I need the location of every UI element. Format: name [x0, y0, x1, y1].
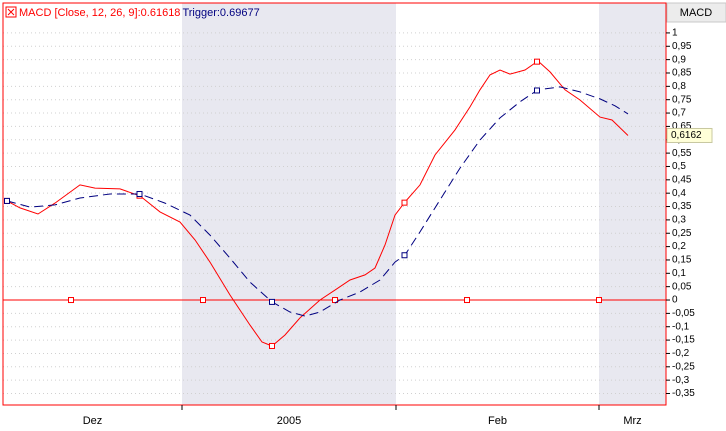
line-marker — [534, 58, 540, 65]
y-tick-label: 0,9 — [672, 54, 686, 65]
y-tick-label: 0,85 — [672, 68, 692, 79]
x-tick-label: Dez — [83, 415, 103, 427]
zero-marker — [464, 297, 470, 304]
shaded-band — [599, 3, 666, 405]
y-tick-label: 1 — [672, 28, 678, 39]
bands — [182, 3, 666, 405]
line-marker — [4, 197, 10, 204]
y-tick-label: 0,8 — [672, 81, 686, 92]
axis: Dez 2005 Feb Mrz10,950,90,850,80,750,70,650… — [83, 28, 713, 427]
y-tick-label: 0,4 — [672, 188, 686, 199]
line-marker — [136, 190, 143, 197]
legend-entry: Trigger:0.69677 — [182, 7, 259, 19]
y-tick-label: -0,1 — [672, 321, 690, 332]
y-tick-label: 0 — [672, 295, 678, 306]
y-tick-label: -0,25 — [672, 361, 695, 372]
legend-icon-cross — [7, 8, 15, 16]
y-tick-label: 0,75 — [672, 94, 692, 105]
line-marker — [401, 199, 408, 206]
y-tick-label: 0,65 — [672, 121, 692, 132]
y-tick-label: -0,35 — [672, 388, 695, 399]
y-tick-label: 0,3 — [672, 215, 686, 226]
x-tick-label: Mrz — [623, 415, 641, 427]
line-marker — [534, 87, 540, 94]
x-tick-label: 2005 — [277, 415, 301, 427]
y-tick-label: 0,2 — [672, 241, 686, 252]
y-tick-label: -0,3 — [672, 375, 690, 386]
y-tick-label: 0,15 — [672, 255, 692, 266]
plot-border — [2, 2, 667, 406]
axis-title: MACD — [680, 7, 712, 19]
y-tick-label: 0,35 — [672, 201, 692, 212]
y-tick-label: 0,05 — [672, 281, 692, 292]
y-tick-label: 0,5 — [672, 161, 686, 172]
zero-marker — [596, 297, 602, 304]
y-tick-label: 0,25 — [672, 228, 692, 239]
legend: MACD [Close, 12, 26, 9]:0.61618 Trigger:0… — [19, 7, 260, 19]
y-tick-label: 0,7 — [672, 108, 686, 119]
zero-marker — [200, 297, 206, 304]
y-tick-label: -0,05 — [672, 308, 695, 319]
legend-entry: MACD [Close, 12, 26, 9]:0.61618 — [19, 7, 180, 19]
shaded-band — [182, 3, 396, 405]
last-value-box — [666, 127, 713, 143]
last-value-label: 0,6162 — [671, 130, 702, 141]
x-tick-label: Feb — [488, 415, 507, 427]
line-marker — [269, 342, 275, 349]
grid — [3, 32, 666, 395]
axis-title-box — [666, 2, 726, 23]
y-tick-label: 0,1 — [672, 268, 686, 279]
y-tick-label: -0,2 — [672, 348, 690, 359]
y-tick-label: -0,15 — [672, 335, 695, 346]
y-tick-label: 0,45 — [672, 174, 692, 185]
zero-marker — [68, 297, 74, 304]
line-marker — [401, 252, 408, 259]
y-tick-label: 0,95 — [672, 41, 692, 52]
lines — [3, 58, 666, 349]
line-marker — [269, 298, 275, 305]
y-tick-label: 0,55 — [672, 148, 692, 159]
